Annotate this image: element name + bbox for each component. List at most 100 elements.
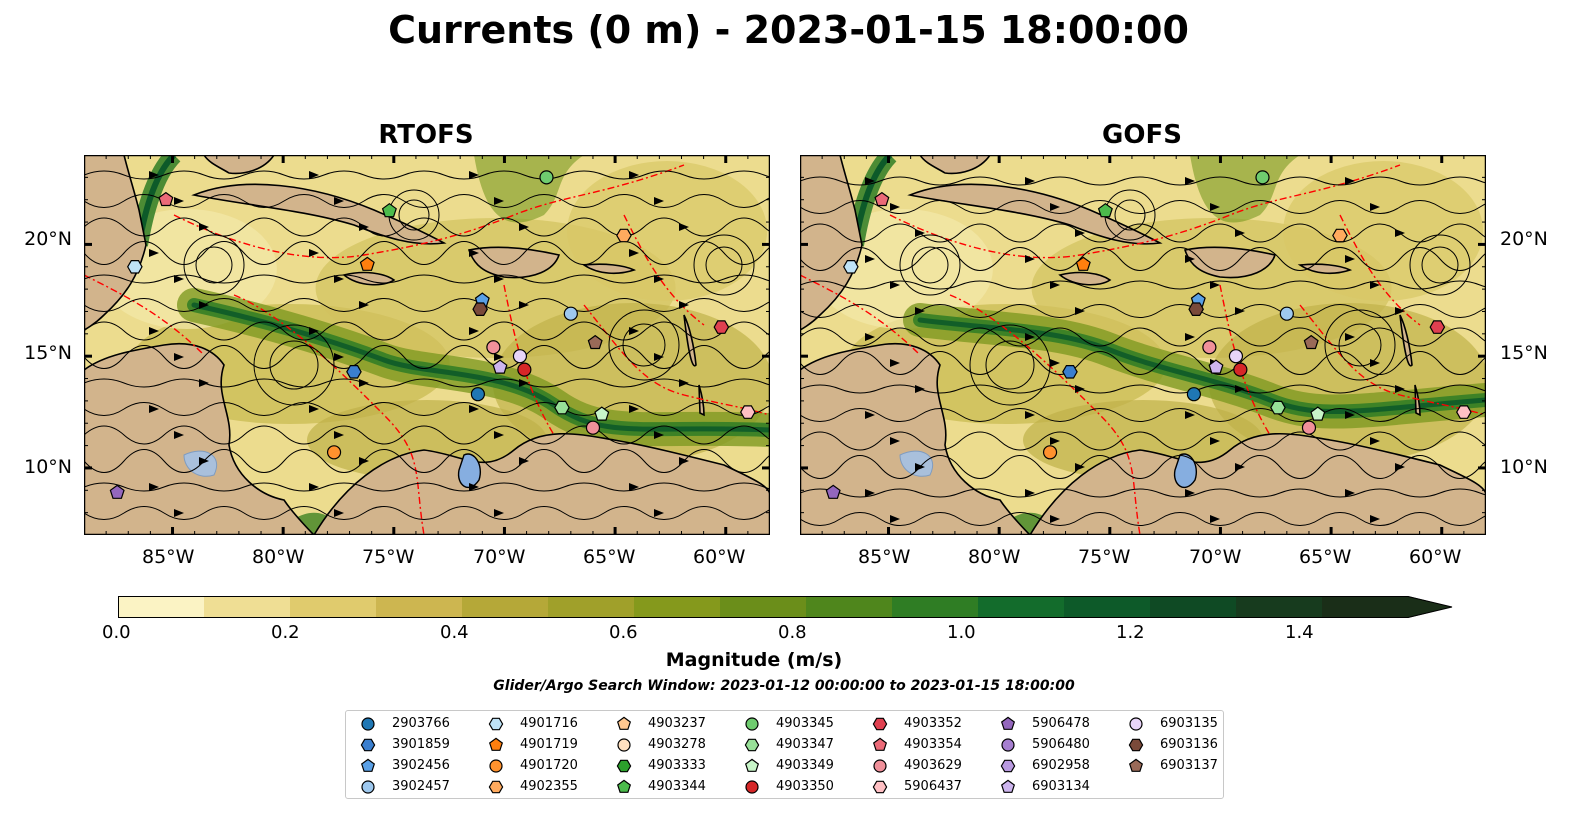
- float-marker-6903137: [587, 334, 603, 350]
- float-marker-2903766: [470, 387, 485, 402]
- colorbar-segment: [1236, 596, 1323, 618]
- legend-label: 6903135: [1160, 716, 1218, 731]
- legend-marker: [1128, 758, 1144, 772]
- float-marker-5906437: [1456, 405, 1472, 419]
- float-marker-6903136: [1188, 302, 1204, 316]
- legend-marker-pentagon: [872, 737, 888, 751]
- lon-tick-rtofs: 65°W: [583, 546, 636, 568]
- legend-marker: [488, 717, 504, 731]
- land: [203, 155, 275, 175]
- lon-tick-rtofs: 75°W: [362, 546, 415, 568]
- land: [907, 183, 1163, 245]
- legend-marker: [488, 780, 504, 794]
- legend-label: 6903137: [1160, 758, 1218, 773]
- legend-label: 3902457: [392, 779, 450, 794]
- legend-marker: [873, 759, 887, 773]
- legend-marker: [872, 780, 888, 794]
- legend-marker-hexagon: [872, 780, 888, 794]
- land: [313, 433, 770, 535]
- legend-marker: [745, 717, 759, 731]
- legend-marker: [745, 780, 759, 794]
- legend-marker: [617, 738, 631, 752]
- legend-marker-hexagon: [488, 717, 504, 731]
- legend-label: 3901859: [392, 737, 450, 752]
- float-marker-6903135: [512, 349, 528, 364]
- legend-marker-pentagon: [1128, 758, 1144, 772]
- lon-tick-gofs: 75°W: [1078, 546, 1131, 568]
- lon-tick-rtofs: 70°W: [473, 546, 526, 568]
- float-marker-4903352: [713, 320, 730, 334]
- float-marker-4902355: [1332, 228, 1348, 243]
- float-marker-4903350: [1233, 362, 1248, 377]
- legend-marker-pentagon: [744, 758, 760, 772]
- legend-marker-pentagon: [1000, 716, 1016, 730]
- colorbar-segment: [462, 596, 549, 618]
- lon-tick-gofs: 85°W: [858, 546, 911, 568]
- legend-label: 4903350: [776, 779, 834, 794]
- legend-label: 4903344: [648, 779, 706, 794]
- legend-label: 4902355: [520, 779, 578, 794]
- float-marker-3902457: [563, 306, 578, 321]
- legend-marker: [616, 759, 632, 773]
- legend-marker: [361, 717, 375, 731]
- colorbar-tick: 1.4: [1285, 622, 1314, 643]
- legend-label: 6903134: [1032, 779, 1090, 794]
- float-marker-4903629: [585, 420, 601, 435]
- legend-marker: [1000, 779, 1016, 793]
- legend-marker: [361, 780, 375, 794]
- legend-label: 4901719: [520, 737, 578, 752]
- legend-label: 4901720: [520, 758, 578, 773]
- legend-marker: [360, 738, 376, 752]
- legend-marker-circle: [361, 780, 375, 794]
- float-marker-3901859: [1062, 365, 1078, 379]
- lat-tick-left: 10°N: [24, 456, 72, 478]
- legend-label: 4903333: [648, 758, 706, 773]
- legend-marker-pentagon: [360, 758, 376, 772]
- legend-marker: [1000, 759, 1016, 773]
- float-marker-4901716: [843, 259, 859, 274]
- float-marker-3901859: [346, 365, 362, 379]
- float-marker-6903134: [1208, 359, 1224, 374]
- legend-marker: [1128, 738, 1144, 752]
- float-marker-3902457: [1279, 306, 1294, 321]
- legend-label: 6903136: [1160, 737, 1218, 752]
- colorbar-segment: [978, 596, 1065, 618]
- colorbar-segment: [720, 596, 807, 618]
- float-marker-4901716: [127, 259, 143, 274]
- legend-marker-hexagon: [744, 738, 760, 752]
- land: [1399, 314, 1413, 367]
- legend-label: 5906478: [1032, 716, 1090, 731]
- float-marker-4903344: [1097, 202, 1113, 218]
- legend-marker: [1000, 716, 1016, 730]
- legend-label: 4903345: [776, 716, 834, 731]
- legend-label: 4903629: [904, 758, 962, 773]
- colorbar-segment: [376, 596, 463, 618]
- legend-marker-pentagon: [616, 779, 632, 793]
- colorbar-segment: [1064, 596, 1151, 618]
- land: [683, 314, 697, 367]
- colorbar-tick: 1.2: [1116, 622, 1145, 643]
- legend-marker: [360, 758, 376, 772]
- float-marker-4903345: [539, 170, 554, 185]
- legend-marker-circle: [617, 738, 631, 752]
- lat-tick-left: 15°N: [24, 342, 72, 364]
- lon-tick-gofs: 80°W: [968, 546, 1021, 568]
- legend-marker: [744, 758, 760, 772]
- float-marker-4901719: [1075, 256, 1091, 271]
- legend-label: 5906437: [904, 779, 962, 794]
- legend-label: 3902456: [392, 758, 450, 773]
- legend-marker-hexagon: [488, 780, 504, 794]
- colorbar-segment: [634, 596, 721, 618]
- legend-marker-hexagon: [1000, 759, 1016, 773]
- float-marker-4903629: [486, 340, 501, 355]
- float-marker-4903350: [517, 362, 532, 377]
- legend-marker: [1001, 738, 1015, 752]
- search-window-text: Glider/Argo Search Window: 2023-01-12 00…: [493, 678, 1075, 694]
- float-marker-4903344: [381, 202, 397, 218]
- float-marker-5906478: [825, 484, 841, 499]
- land: [191, 183, 447, 245]
- legend-label: 4903278: [648, 737, 706, 752]
- float-marker-4903349: [594, 406, 610, 421]
- land: [919, 155, 991, 175]
- colorbar-label: Magnitude (m/s): [665, 649, 843, 671]
